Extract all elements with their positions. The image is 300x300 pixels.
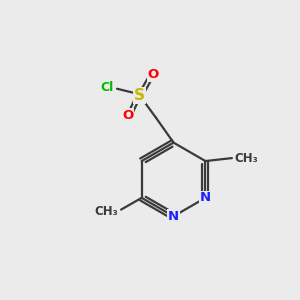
Text: O: O [122, 109, 134, 122]
Text: CH₃: CH₃ [94, 205, 118, 218]
Text: N: N [200, 191, 211, 204]
Text: O: O [147, 68, 159, 81]
Text: N: N [168, 210, 179, 223]
Text: Cl: Cl [100, 81, 113, 94]
Text: S: S [134, 88, 145, 103]
Text: CH₃: CH₃ [235, 152, 259, 165]
